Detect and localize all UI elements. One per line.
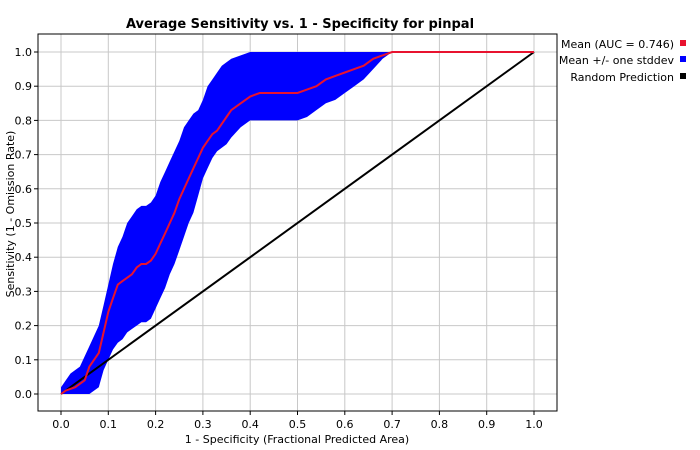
x-tick-label: 0.3	[194, 418, 212, 431]
y-tick-label: 0.5	[15, 217, 33, 230]
y-tick-label: 0.8	[15, 114, 33, 127]
x-tick-label: 1.0	[525, 418, 543, 431]
stddev-band	[61, 52, 393, 394]
x-tick-label: 0.4	[241, 418, 259, 431]
y-tick-label: 0.0	[15, 388, 33, 401]
legend: Mean (AUC = 0.746) Mean +/- one stddev Ran…	[559, 38, 686, 84]
x-tick-label: 0.8	[431, 418, 449, 431]
y-tick-label: 1.0	[15, 46, 33, 59]
y-tick-label: 0.6	[15, 183, 33, 196]
random-prediction-line	[60, 51, 535, 395]
chart-title: Average Sensitivity vs. 1 - Specificity …	[126, 17, 474, 32]
x-tick-label: 0.0	[52, 418, 70, 431]
legend-swatch	[680, 56, 686, 62]
x-tick-label: 0.2	[147, 418, 165, 431]
x-tick-label: 0.7	[383, 418, 401, 431]
y-tick-label: 0.2	[15, 320, 33, 333]
mean-line	[60, 51, 534, 395]
x-tick-label: 0.5	[289, 418, 307, 431]
legend-swatch	[680, 73, 686, 79]
y-tick-label: 0.3	[15, 285, 33, 298]
y-tick-label: 0.7	[15, 149, 33, 162]
x-tick-label: 0.9	[478, 418, 496, 431]
x-axis-label: 1 - Specificity (Fractional Predicted Ar…	[185, 433, 409, 446]
y-tick-label: 0.1	[15, 354, 33, 367]
legend-swatch	[680, 40, 686, 46]
legend-label: Mean +/- one stddev	[559, 54, 675, 67]
x-axis-ticks: 0.0 0.1 0.2 0.3 0.4 0.5 0.6 0.7 0.8 0.9 1.0	[52, 411, 543, 431]
y-tick-label: 0.4	[15, 251, 33, 264]
legend-label: Random Prediction	[570, 71, 674, 84]
x-tick-label: 0.6	[336, 418, 354, 431]
x-tick-label: 0.1	[100, 418, 118, 431]
y-axis-ticks: 0.0 0.1 0.2 0.3 0.4 0.5 0.6 0.7 0.8 0.9 1.0	[15, 46, 38, 401]
y-tick-label: 0.9	[15, 80, 33, 93]
legend-label: Mean (AUC = 0.746)	[561, 38, 674, 51]
y-axis-label: Sensitivity (1 - Omission Rate)	[4, 131, 17, 298]
